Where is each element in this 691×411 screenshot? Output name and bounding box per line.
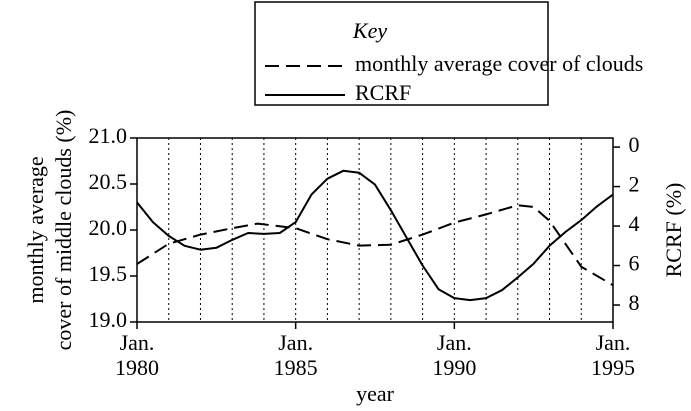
y2-tick-label: 8 — [629, 290, 640, 315]
legend-title: Key — [352, 18, 387, 43]
data-line — [136, 204, 614, 287]
y-tick-label: 20.0 — [89, 215, 128, 240]
x-tick-label: Jan. 1985 — [274, 330, 318, 380]
x-tick-label: Jan. 1995 — [591, 330, 635, 380]
legend-label: monthly average cover of clouds — [355, 51, 643, 76]
y-axis-title: monthly average — [23, 156, 48, 303]
x-tick-label: Jan. 1980 — [115, 330, 159, 380]
y-axis-title: cover of middle clouds (%) — [51, 110, 76, 351]
y2-tick-label: 6 — [629, 251, 640, 276]
y2-axis-title: RCRF (%) — [661, 183, 686, 278]
data-line — [136, 169, 614, 302]
y2-tick-label: 2 — [629, 172, 640, 197]
y2-tick-label: 0 — [629, 132, 640, 157]
x-axis-title: year — [356, 381, 395, 406]
y-tick-label: 19.5 — [89, 261, 128, 286]
y-tick-label: 19.0 — [89, 307, 128, 332]
y2-tick-label: 4 — [629, 211, 640, 236]
legend-label: RCRF — [355, 80, 411, 105]
plot-frame — [136, 137, 614, 323]
x-tick-label: Jan. 1990 — [432, 330, 476, 380]
y-tick-label: 21.0 — [89, 123, 128, 148]
legend-box — [254, 1, 549, 106]
y-tick-label: 20.5 — [89, 169, 128, 194]
